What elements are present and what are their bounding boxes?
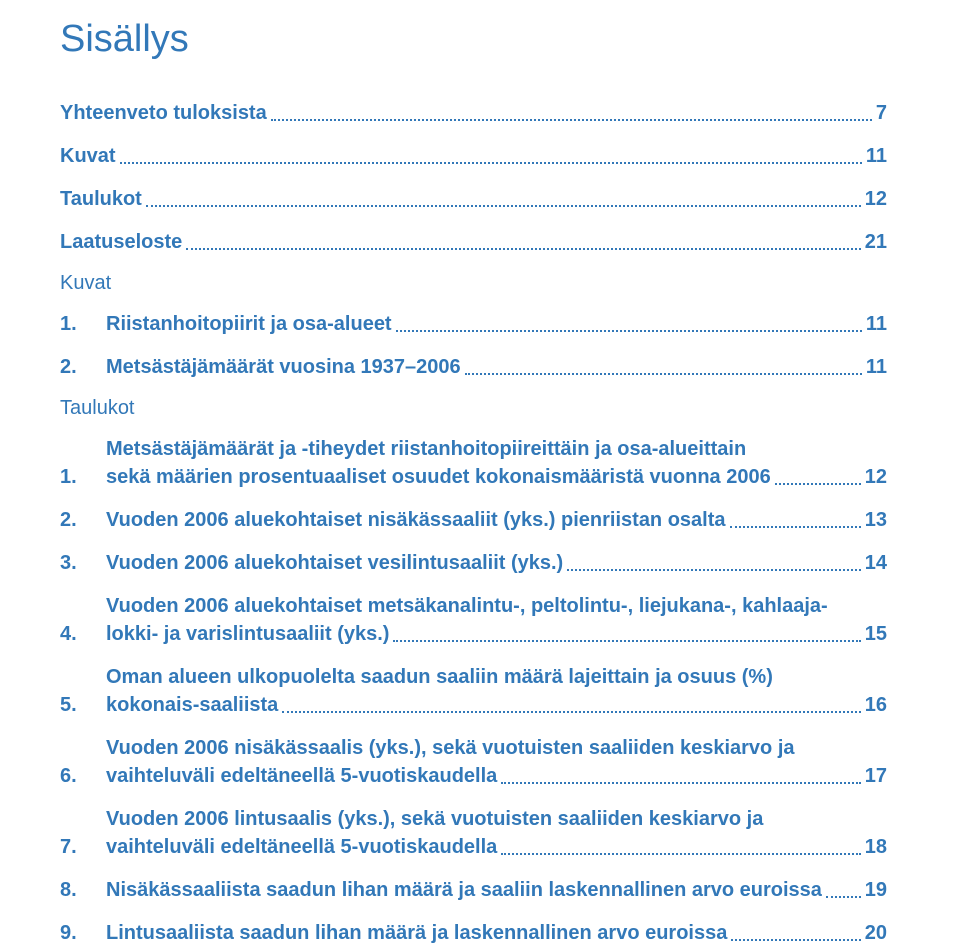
toc-dots bbox=[282, 711, 860, 713]
taulukot-heading: Taulukot bbox=[60, 397, 887, 420]
toc-entry: 2. Metsästäjämäärät vuosina 1937–2006 11 bbox=[60, 353, 887, 381]
toc-entry: 5.Oman alueen ulkopuolelta saadun saalii… bbox=[60, 663, 887, 719]
toc-dots bbox=[393, 640, 860, 642]
toc-page: 21 bbox=[865, 228, 887, 256]
toc-page: 20 bbox=[865, 919, 887, 947]
toc-dots bbox=[826, 896, 861, 898]
toc-label: Lintusaaliista saadun lihan määrä ja las… bbox=[106, 919, 727, 947]
toc-num: 1. bbox=[60, 463, 106, 491]
toc-label: Riistanhoitopiirit ja osa-alueet bbox=[106, 310, 392, 338]
toc-page: 11 bbox=[866, 310, 887, 338]
toc-page: 11 bbox=[866, 142, 887, 170]
toc-dots bbox=[396, 330, 862, 332]
toc-label: Metsästäjämäärät ja -tiheydet riistanhoi… bbox=[106, 435, 887, 491]
toc-dots bbox=[120, 162, 862, 164]
toc-num: 2. bbox=[60, 353, 106, 381]
toc-dots bbox=[501, 782, 860, 784]
toc-num: 5. bbox=[60, 691, 106, 719]
page-title: Sisällys bbox=[60, 18, 887, 61]
toc-dots bbox=[567, 569, 861, 571]
toc-entry: Laatuseloste 21 bbox=[60, 228, 887, 256]
toc-page: 12 bbox=[865, 185, 887, 213]
toc-label: Vuoden 2006 aluekohtaiset nisäkässaaliit… bbox=[106, 506, 726, 534]
toc-dots bbox=[731, 939, 860, 941]
toc-label: Vuoden 2006 aluekohtaiset vesilintusaali… bbox=[106, 549, 563, 577]
toc-dots bbox=[775, 483, 861, 485]
toc-label: Metsästäjämäärät vuosina 1937–2006 bbox=[106, 353, 461, 381]
toc-num: 9. bbox=[60, 919, 106, 947]
toc-entry: Yhteenveto tuloksista 7 bbox=[60, 99, 887, 127]
toc-taulukot-section: 1.Metsästäjämäärät ja -tiheydet riistanh… bbox=[60, 435, 887, 947]
toc-page: 16 bbox=[865, 691, 887, 719]
toc-num: 6. bbox=[60, 762, 106, 790]
toc-dots bbox=[730, 526, 861, 528]
toc-page: 12 bbox=[865, 463, 887, 491]
toc-dots bbox=[186, 248, 860, 250]
toc-page: 13 bbox=[865, 506, 887, 534]
toc-label: Oman alueen ulkopuolelta saadun saaliin … bbox=[106, 663, 887, 719]
toc-entry: 6.Vuoden 2006 nisäkässaalis (yks.), sekä… bbox=[60, 734, 887, 790]
toc-num: 7. bbox=[60, 833, 106, 861]
toc-page: 19 bbox=[865, 876, 887, 904]
toc-entry: 1.Metsästäjämäärät ja -tiheydet riistanh… bbox=[60, 435, 887, 491]
toc-num: 1. bbox=[60, 310, 106, 338]
toc-dots bbox=[465, 373, 862, 375]
toc-label: Laatuseloste bbox=[60, 228, 182, 256]
toc-num: 8. bbox=[60, 876, 106, 904]
toc-page: 14 bbox=[865, 549, 887, 577]
toc-entry: 9.Lintusaaliista saadun lihan määrä ja l… bbox=[60, 919, 887, 947]
toc-top-section: Yhteenveto tuloksista 7 Kuvat 11 Tauluko… bbox=[60, 99, 887, 256]
toc-page: 15 bbox=[865, 620, 887, 648]
kuvat-heading: Kuvat bbox=[60, 272, 887, 295]
toc-label: Yhteenveto tuloksista bbox=[60, 99, 267, 127]
toc-entry: 8.Nisäkässaaliista saadun lihan määrä ja… bbox=[60, 876, 887, 904]
toc-entry: Kuvat 11 bbox=[60, 142, 887, 170]
toc-label: Vuoden 2006 nisäkässaalis (yks.), sekä v… bbox=[106, 734, 887, 790]
toc-num: 3. bbox=[60, 549, 106, 577]
toc-entry: Taulukot 12 bbox=[60, 185, 887, 213]
toc-entry: 3.Vuoden 2006 aluekohtaiset vesilintusaa… bbox=[60, 549, 887, 577]
toc-page: 7 bbox=[876, 99, 887, 127]
toc-label: Vuoden 2006 aluekohtaiset metsäkanalintu… bbox=[106, 592, 887, 648]
toc-dots bbox=[501, 853, 860, 855]
toc-entry: 4.Vuoden 2006 aluekohtaiset metsäkanalin… bbox=[60, 592, 887, 648]
toc-kuvat-section: 1. Riistanhoitopiirit ja osa-alueet 11 2… bbox=[60, 310, 887, 381]
toc-num: 2. bbox=[60, 506, 106, 534]
toc-label: Vuoden 2006 lintusaalis (yks.), sekä vuo… bbox=[106, 805, 887, 861]
toc-dots bbox=[146, 205, 861, 207]
toc-dots bbox=[271, 119, 872, 121]
toc-entry: 1. Riistanhoitopiirit ja osa-alueet 11 bbox=[60, 310, 887, 338]
toc-page: 17 bbox=[865, 762, 887, 790]
toc-label: Nisäkässaaliista saadun lihan määrä ja s… bbox=[106, 876, 822, 904]
toc-label: Taulukot bbox=[60, 185, 142, 213]
toc-entry: 2.Vuoden 2006 aluekohtaiset nisäkässaali… bbox=[60, 506, 887, 534]
toc-num: 4. bbox=[60, 620, 106, 648]
toc-page: 11 bbox=[866, 353, 887, 381]
toc-label: Kuvat bbox=[60, 142, 116, 170]
toc-entry: 7.Vuoden 2006 lintusaalis (yks.), sekä v… bbox=[60, 805, 887, 861]
toc-page: 18 bbox=[865, 833, 887, 861]
